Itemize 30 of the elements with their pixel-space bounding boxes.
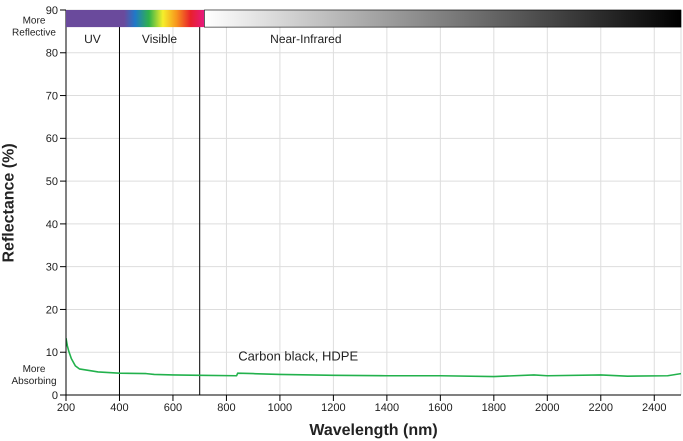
y-tick-label: 0 — [52, 390, 58, 402]
x-tick-label: 800 — [217, 402, 236, 414]
x-axis-title: Wavelength (nm) — [309, 422, 438, 439]
x-tick-label: 2200 — [588, 402, 614, 414]
y-tick-label: 40 — [46, 218, 58, 231]
annotation: Near-Infrared — [270, 32, 342, 46]
x-tick-label: 2400 — [642, 402, 667, 414]
y-tick-label: 90 — [46, 4, 58, 17]
x-tick-label: 200 — [56, 402, 76, 414]
y-tick-label: 20 — [46, 304, 58, 316]
y-axis-title: Reflectance (%) — [0, 143, 18, 262]
x-tick-label: 1800 — [482, 402, 506, 414]
y-tick-label: 50 — [46, 176, 58, 188]
x-tick-label: 400 — [110, 402, 129, 414]
y-tick-label: 10 — [46, 347, 58, 360]
y-tick-label: 70 — [46, 90, 58, 102]
annotation: Visible — [142, 32, 178, 46]
y-tick-label: 30 — [46, 262, 58, 274]
x-tick-label: 1000 — [268, 402, 292, 414]
annotation: UV — [84, 32, 101, 46]
text: More Absorbing — [11, 364, 57, 387]
text: More Reflective — [12, 16, 56, 39]
x-tick-label: 2000 — [535, 402, 560, 414]
x-tick-label: 1400 — [374, 402, 400, 414]
x-tick-label: 1600 — [428, 402, 453, 414]
series-label: Carbon black, HDPE — [238, 348, 358, 364]
x-tick-label: 600 — [164, 402, 182, 414]
y-tick-label: 60 — [46, 133, 58, 146]
x-tick-label: 1200 — [321, 402, 346, 414]
y-tick-label: 80 — [46, 48, 58, 60]
